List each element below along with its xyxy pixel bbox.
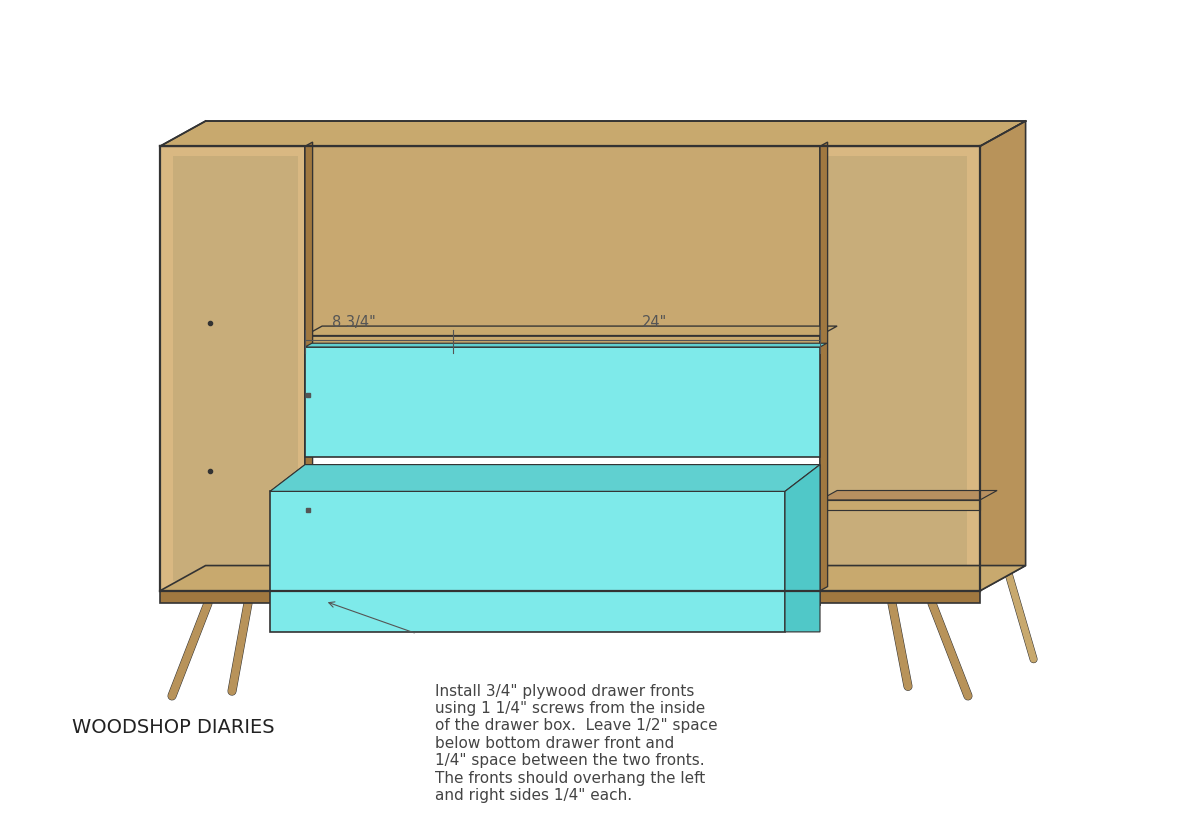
Polygon shape <box>173 156 298 581</box>
Polygon shape <box>270 465 820 491</box>
Text: 8 3/4": 8 3/4" <box>332 315 376 330</box>
Polygon shape <box>305 336 820 347</box>
Polygon shape <box>160 591 980 603</box>
Polygon shape <box>820 142 828 591</box>
Polygon shape <box>160 565 1026 591</box>
Polygon shape <box>305 465 820 605</box>
Polygon shape <box>305 343 827 347</box>
Polygon shape <box>305 347 820 457</box>
Polygon shape <box>820 491 997 500</box>
Polygon shape <box>820 500 980 509</box>
Text: Install 3/4" plywood drawer fronts
using 1 1/4" screws from the inside
of the dr: Install 3/4" plywood drawer fronts using… <box>434 684 718 803</box>
Polygon shape <box>980 121 1026 591</box>
Text: WOODSHOP DIARIES: WOODSHOP DIARIES <box>72 718 275 737</box>
Polygon shape <box>160 146 305 591</box>
Polygon shape <box>785 465 820 632</box>
Polygon shape <box>270 491 785 632</box>
Polygon shape <box>827 156 967 581</box>
Text: 24": 24" <box>642 315 667 330</box>
Polygon shape <box>305 146 820 336</box>
Polygon shape <box>270 465 820 491</box>
Polygon shape <box>820 146 980 591</box>
Polygon shape <box>305 326 838 336</box>
Polygon shape <box>160 121 1026 146</box>
Polygon shape <box>305 142 312 591</box>
